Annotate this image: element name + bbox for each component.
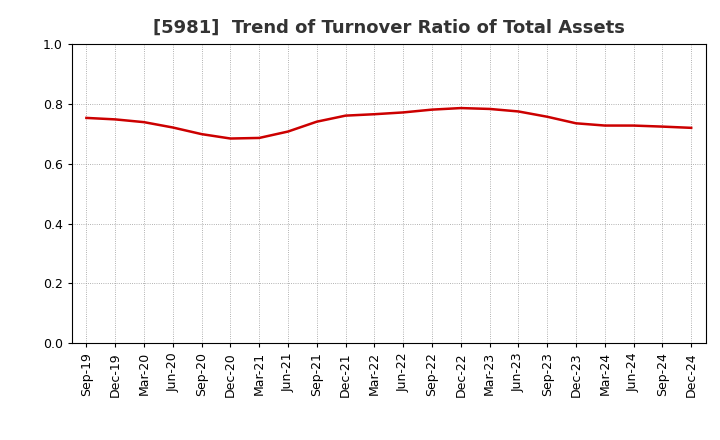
Title: [5981]  Trend of Turnover Ratio of Total Assets: [5981] Trend of Turnover Ratio of Total … xyxy=(153,19,625,37)
